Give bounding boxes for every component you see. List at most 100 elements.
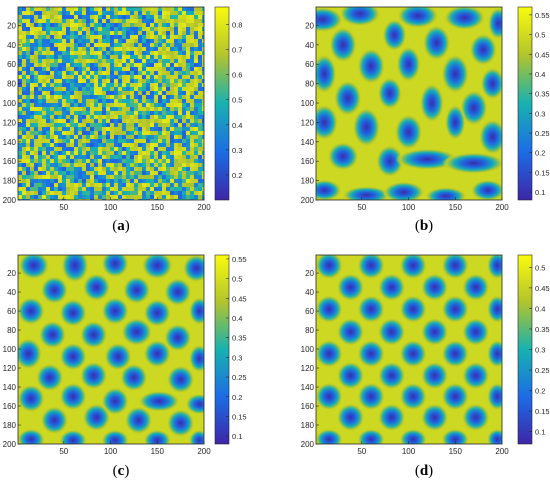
heatmap-cell (98, 135, 103, 140)
heatmap-cell (50, 139, 55, 144)
heatmap-cell (114, 163, 119, 168)
spot (101, 386, 130, 416)
heatmap-cell (90, 143, 95, 148)
heatmap-cell (102, 123, 107, 128)
heatmap-cell (106, 27, 111, 32)
heatmap-cell (194, 195, 199, 200)
heatmap-cell (30, 79, 35, 84)
heatmap-cell (54, 183, 59, 188)
spot (316, 255, 344, 280)
heatmap-cell (130, 135, 135, 140)
heatmap-cell (74, 111, 79, 116)
heatmap-cell (142, 95, 147, 100)
heatmap-cell (162, 43, 167, 48)
heatmap-cell (182, 67, 187, 72)
heatmap-cell (170, 159, 175, 164)
heatmap-cell (50, 91, 55, 96)
heatmap-cell (78, 23, 83, 28)
heatmap-cell (142, 19, 147, 24)
heatmap-cell (170, 95, 175, 100)
heatmap-cell (78, 107, 83, 112)
heatmap-cell (158, 127, 163, 132)
spot (18, 384, 46, 413)
heatmap-cell (98, 131, 103, 136)
heatmap-cell (42, 15, 47, 20)
heatmap-cell (190, 159, 195, 164)
heatmap-cell (42, 95, 47, 100)
spot (59, 342, 88, 371)
heatmap-cell (126, 7, 131, 12)
heatmap-cell (22, 143, 27, 148)
heatmap-cell (46, 35, 51, 40)
heatmap-cell (134, 35, 139, 40)
heatmap-cell (202, 79, 204, 84)
heatmap-cell (82, 95, 87, 100)
heatmap-cell (142, 91, 147, 96)
heatmap-cell (182, 115, 187, 120)
heatmap-cell (158, 99, 163, 104)
heatmap-cell (50, 159, 55, 164)
heatmap-cell (150, 59, 155, 64)
heatmap-cell (110, 39, 115, 44)
heatmap-cell (154, 123, 159, 128)
heatmap-cell (82, 99, 87, 104)
heatmap-cell (74, 47, 79, 52)
heatmap-cell (74, 151, 79, 156)
heatmap-cell (30, 111, 35, 116)
spot (316, 428, 344, 444)
heatmap-cell (138, 139, 143, 144)
heatmap-cell (62, 119, 67, 124)
heatmap-cell (22, 123, 27, 128)
heatmap-cell (142, 131, 147, 136)
spot (357, 382, 386, 411)
heatmap-cell (34, 111, 39, 116)
heatmap-cell (114, 47, 119, 52)
heatmap-cell (194, 151, 199, 156)
heatmap-cell (122, 187, 127, 192)
heatmap-cell (134, 155, 139, 160)
heatmap-cell (114, 91, 119, 96)
axes-frame (17, 254, 205, 445)
heatmap-cell (150, 71, 155, 76)
heatmap-cell (166, 7, 171, 12)
heatmap-cell (78, 31, 83, 36)
heatmap-cell (106, 131, 111, 136)
heatmap-cell (70, 31, 75, 36)
heatmap-cell (198, 55, 203, 60)
heatmap-cell (170, 43, 175, 48)
heatmap-cell (90, 107, 95, 112)
heatmap-cell (86, 107, 91, 112)
heatmap-cell (78, 183, 83, 188)
heatmap-cell (94, 151, 99, 156)
heatmap-cell (106, 91, 111, 96)
heatmap-cell (150, 15, 155, 20)
heatmap-cell (62, 155, 67, 160)
heatmap-cell (110, 147, 115, 152)
heatmap-cell (26, 135, 31, 140)
heatmap-cell (154, 171, 159, 176)
heatmap-cell (38, 35, 43, 40)
heatmap-cell (178, 191, 183, 196)
heatmap-cell (118, 111, 123, 116)
heatmap-cell (126, 79, 131, 84)
heatmap-cell (174, 151, 179, 156)
spot (486, 339, 502, 369)
heatmap-cell (138, 35, 143, 40)
heatmap-cell (142, 47, 147, 52)
heatmap-cell (154, 151, 159, 156)
heatmap-cell (182, 39, 187, 44)
spot (35, 363, 64, 392)
heatmap-cell (98, 151, 103, 156)
heatmap-cell (166, 155, 171, 160)
heatmap-cell (166, 191, 171, 196)
heatmap-cell (178, 119, 183, 124)
heatmap-cell (26, 159, 31, 164)
heatmap-cell (70, 111, 75, 116)
heatmap-cell (182, 187, 187, 192)
spot (316, 179, 343, 200)
heatmap-cell (110, 171, 115, 176)
colorbar-tick-label: 0.55 (232, 255, 247, 264)
heatmap-cell (178, 47, 183, 52)
heatmap-cell (86, 35, 91, 40)
heatmap-cell (114, 151, 119, 156)
